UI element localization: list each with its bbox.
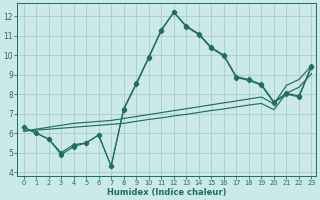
X-axis label: Humidex (Indice chaleur): Humidex (Indice chaleur) bbox=[107, 188, 227, 197]
